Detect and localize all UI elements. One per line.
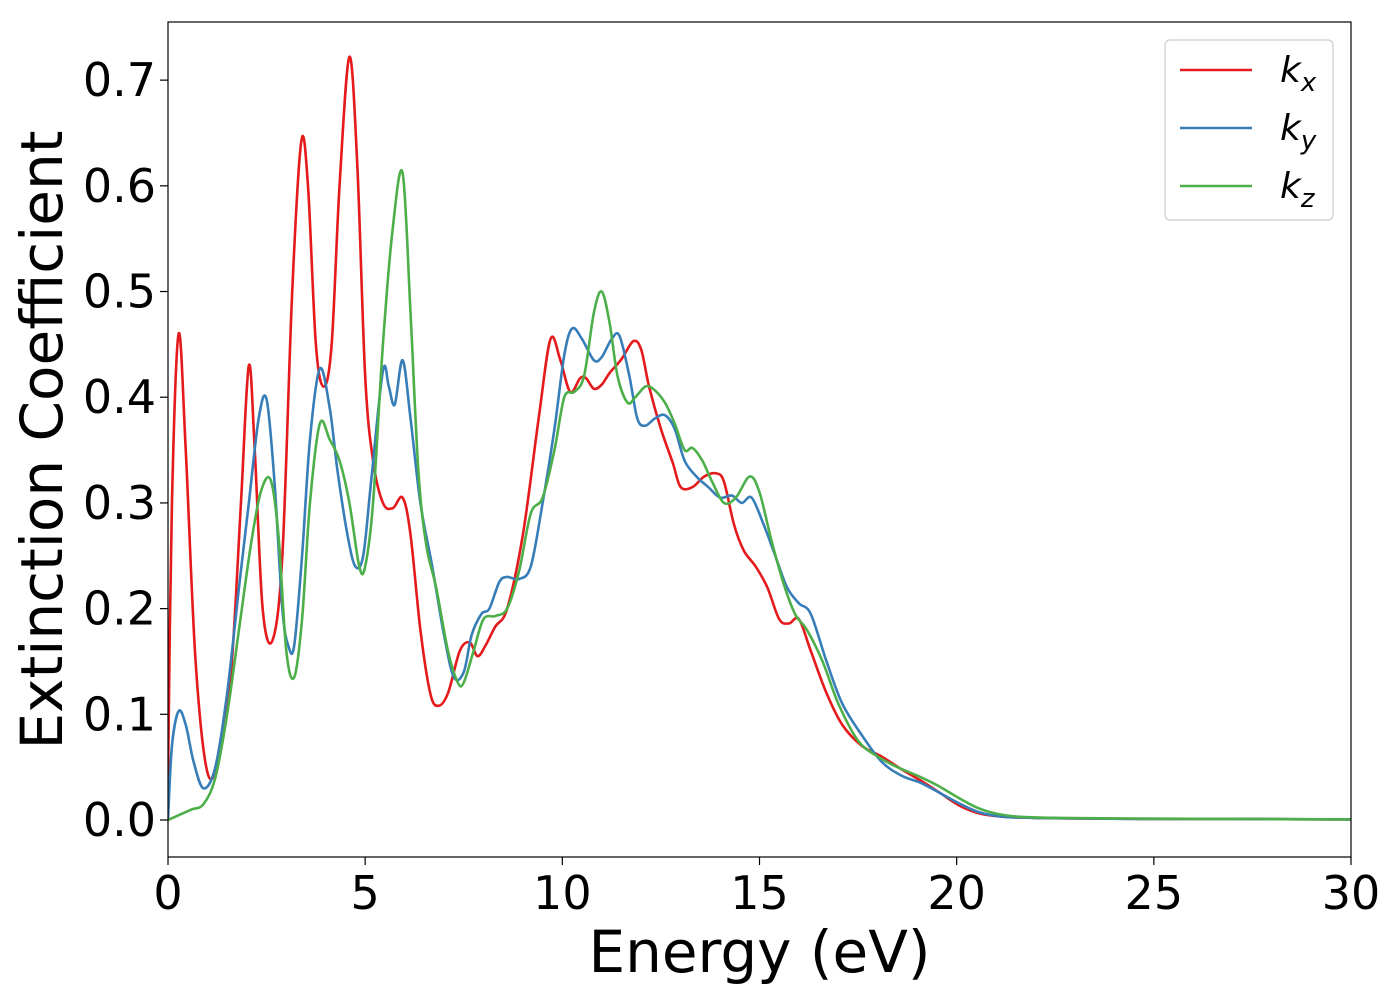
x-tick-label: 0 <box>153 866 182 920</box>
x-tick-label: 30 <box>1322 866 1381 920</box>
legend-label-z: kz <box>1280 166 1316 214</box>
y-tick-label: 0.7 <box>83 53 156 107</box>
legend: kx ky kz <box>1164 39 1334 221</box>
x-axis-label: Energy (eV) <box>588 918 930 986</box>
y-axis-ticks: 0.0 0.1 0.2 0.3 0.4 0.5 0.6 0.7 <box>83 53 168 847</box>
y-tick-label: 0.0 <box>83 793 156 847</box>
y-axis-label: Extinction Coefficient <box>8 131 76 750</box>
y-tick-label: 0.6 <box>83 159 156 213</box>
y-tick-label: 0.5 <box>83 265 156 319</box>
x-tick-label: 5 <box>351 866 380 920</box>
y-tick-label: 0.3 <box>83 476 156 530</box>
series-line-z <box>168 169 1351 822</box>
y-tick-label: 0.2 <box>83 582 156 636</box>
legend-label-y: ky <box>1280 108 1317 156</box>
x-tick-label: 15 <box>730 866 789 920</box>
legend-box <box>1164 39 1334 221</box>
y-tick-label: 0.1 <box>83 687 156 741</box>
y-tick-label: 0.4 <box>83 370 156 424</box>
series-line-x <box>168 55 1351 821</box>
x-tick-label: 20 <box>927 866 986 920</box>
x-axis-ticks: 0 5 10 15 20 25 30 <box>153 857 1380 920</box>
x-tick-label: 10 <box>533 866 592 920</box>
series-layer <box>168 55 1351 822</box>
legend-label-x: kx <box>1280 50 1317 98</box>
x-tick-label: 25 <box>1125 866 1184 920</box>
plot-area <box>168 22 1351 857</box>
